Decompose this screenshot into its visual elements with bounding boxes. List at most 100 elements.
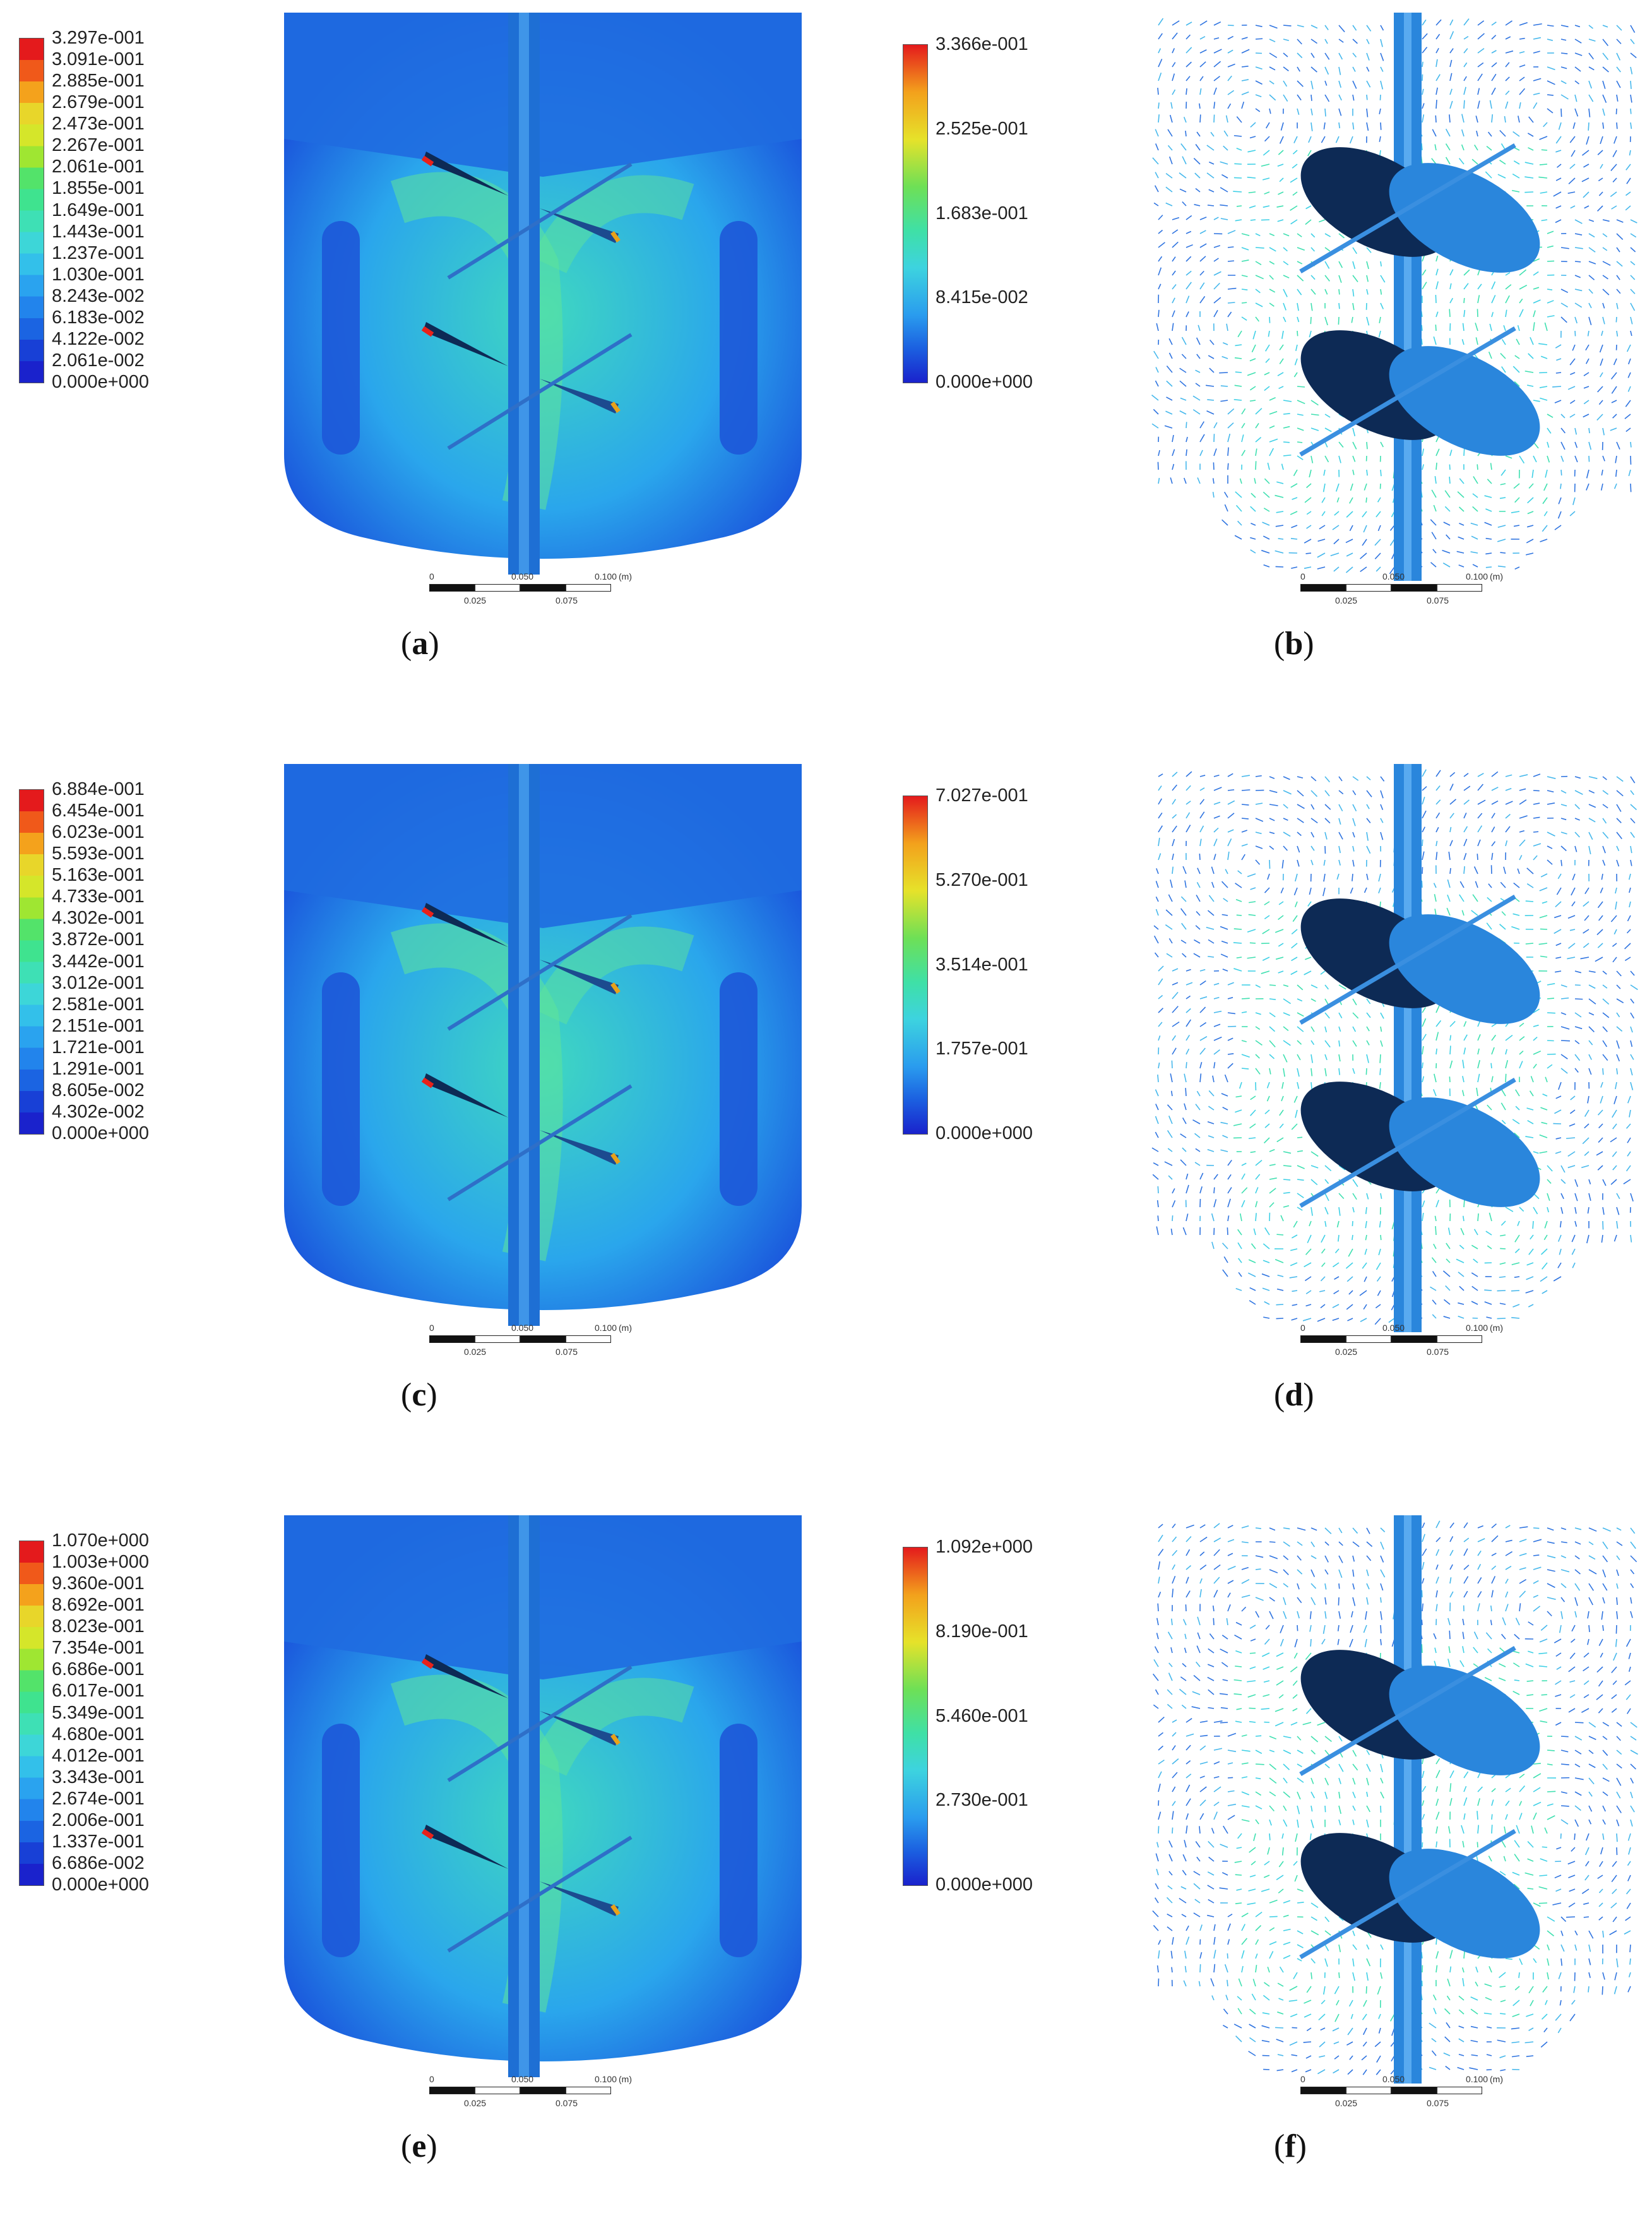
impeller-blade bbox=[540, 208, 619, 243]
legend-tick-label: 3.442e-001 bbox=[52, 951, 145, 972]
legend-tick-label: 2.061e-002 bbox=[52, 350, 145, 371]
scale-label: 0.025 bbox=[464, 595, 487, 605]
scale-label: 0.050 bbox=[1382, 2074, 1405, 2084]
velocity-vector-plot bbox=[1152, 1515, 1638, 2084]
legend-tick-label: 3.514e-001 bbox=[936, 954, 1028, 975]
legend-colorbar bbox=[903, 44, 928, 383]
legend-tick-label: 5.593e-001 bbox=[52, 844, 145, 864]
legend-tick-label: 2.730e-001 bbox=[936, 1790, 1028, 1811]
scale-segment bbox=[520, 1335, 566, 1343]
caption-text: ( bbox=[401, 626, 412, 662]
legend-tick-label: 8.190e-001 bbox=[936, 1621, 1028, 1642]
legend-colorbar bbox=[19, 789, 44, 1135]
legend-tick-label: 5.460e-001 bbox=[936, 1705, 1028, 1726]
legend-tick-label: 0.000e+000 bbox=[52, 1875, 150, 1895]
impeller-disk bbox=[1299, 1828, 1516, 1960]
scale-label: 0.050 bbox=[1382, 571, 1405, 581]
legend-tick-label: 4.302e-001 bbox=[52, 908, 145, 929]
scale-segment bbox=[1300, 1335, 1346, 1343]
legend-tick-label: 1.649e-001 bbox=[52, 200, 145, 220]
caption-text: ) bbox=[1295, 2128, 1307, 2164]
legend-tick-label: 1.757e-001 bbox=[936, 1039, 1028, 1059]
impeller-blade bbox=[423, 1825, 508, 1869]
legend-tick-label: 2.525e-001 bbox=[936, 118, 1028, 139]
legend-tick-label: 9.360e-001 bbox=[52, 1573, 145, 1594]
scale-label: 0 bbox=[429, 1323, 434, 1333]
caption-text: ( bbox=[1274, 1377, 1285, 1413]
legend-tick-label: 2.267e-001 bbox=[52, 135, 145, 156]
impeller-blade bbox=[423, 152, 508, 196]
scale-label: 0.050 bbox=[1382, 1323, 1405, 1333]
impeller-blade bbox=[1389, 163, 1540, 273]
scale-label: 0 bbox=[1300, 2074, 1305, 2084]
impeller-disk bbox=[447, 1084, 633, 1201]
scale-segment bbox=[566, 584, 611, 592]
legend-colorbar bbox=[903, 1547, 928, 1886]
impeller-disk bbox=[447, 1665, 633, 1782]
caption-text: ( bbox=[401, 2128, 412, 2164]
scale-bar: 0 0.050 0.100 (m) 0.025 0.075 bbox=[1300, 2074, 1503, 2112]
impeller-disk bbox=[447, 333, 633, 450]
legend-tick-label: 8.415e-002 bbox=[936, 287, 1028, 308]
scale-label: 0 bbox=[1300, 1323, 1305, 1333]
caption-text: d bbox=[1285, 1377, 1304, 1413]
legend-colorbar bbox=[19, 1541, 44, 1886]
scale-segment bbox=[520, 584, 566, 592]
scale-label: 0.100 bbox=[595, 571, 617, 581]
legend-colorbar bbox=[19, 38, 44, 383]
scale-label: 0.100 bbox=[1466, 1323, 1489, 1333]
legend-tick-label: 8.023e-001 bbox=[52, 1616, 145, 1637]
scale-segment bbox=[1437, 2087, 1482, 2094]
scale-label: 0.100 bbox=[1466, 571, 1489, 581]
legend-tick-label: 0.000e+000 bbox=[936, 372, 1033, 392]
legend-tick-label: 0.000e+000 bbox=[52, 372, 150, 392]
impeller-blade bbox=[423, 1073, 508, 1118]
legend-tick-label: 3.091e-001 bbox=[52, 49, 145, 70]
scale-segment bbox=[1391, 584, 1437, 592]
legend-tick-label: 7.354e-001 bbox=[52, 1638, 145, 1659]
scale-label: (m) bbox=[619, 1323, 632, 1333]
legend-tick-label: 0.000e+000 bbox=[52, 1123, 150, 1143]
impeller-disk bbox=[447, 914, 633, 1031]
caption-text: ( bbox=[1274, 2128, 1285, 2164]
scale-label: 0.075 bbox=[556, 1347, 578, 1357]
impeller-blade bbox=[1389, 1097, 1540, 1207]
legend-tick-label: 3.872e-001 bbox=[52, 929, 145, 950]
impeller-blade bbox=[540, 1711, 619, 1746]
legend-tick-label: 6.183e-002 bbox=[52, 307, 145, 328]
caption-text: ) bbox=[428, 626, 439, 662]
legend-tick-label: 6.686e-001 bbox=[52, 1659, 145, 1680]
caption-text: ( bbox=[1274, 626, 1285, 662]
scale-label: 0.100 bbox=[595, 1323, 617, 1333]
scale-segment bbox=[475, 584, 520, 592]
legend-tick-label: 5.163e-001 bbox=[52, 865, 145, 886]
impeller-disk bbox=[447, 1835, 633, 1953]
scale-label: 0.075 bbox=[556, 595, 578, 605]
scale-bar: 0 0.050 0.100 (m) 0.025 0.075 bbox=[1300, 571, 1503, 609]
impeller-blade bbox=[1389, 1666, 1540, 1775]
scale-bar: 0 0.050 0.100 (m) 0.025 0.075 bbox=[429, 571, 632, 609]
legend-tick-label: 2.581e-001 bbox=[52, 994, 145, 1015]
scale-label: 0.050 bbox=[511, 571, 534, 581]
legend-tick-label: 3.343e-001 bbox=[52, 1767, 145, 1787]
legend-tick-label: 0.000e+000 bbox=[936, 1875, 1033, 1895]
legend-tick-label: 6.686e-002 bbox=[52, 1852, 145, 1873]
scale-segment bbox=[1346, 1335, 1391, 1343]
legend-tick-label: 0.000e+000 bbox=[936, 1123, 1033, 1143]
legend-tick-label: 2.151e-001 bbox=[52, 1015, 145, 1036]
scale-label: 0.075 bbox=[1427, 595, 1449, 605]
legend-tick-label: 3.012e-001 bbox=[52, 972, 145, 993]
legend-tick-label: 1.070e+000 bbox=[52, 1530, 150, 1551]
legend-tick-label: 2.885e-001 bbox=[52, 71, 145, 92]
scale-segment bbox=[566, 1335, 611, 1343]
scale-label: 0.100 bbox=[1466, 2074, 1489, 2084]
legend-tick-label: 4.302e-002 bbox=[52, 1101, 145, 1122]
legend-tick-label: 2.473e-001 bbox=[52, 114, 145, 134]
scale-label: 0.025 bbox=[1335, 595, 1358, 605]
legend-tick-label: 1.443e-001 bbox=[52, 221, 145, 242]
legend-tick-label: 5.270e-001 bbox=[936, 869, 1028, 890]
scale-label: 0.025 bbox=[464, 2098, 487, 2108]
scale-label: 0 bbox=[429, 2074, 434, 2084]
scale-label: 0.075 bbox=[1427, 2098, 1449, 2108]
scale-segment bbox=[1437, 584, 1482, 592]
